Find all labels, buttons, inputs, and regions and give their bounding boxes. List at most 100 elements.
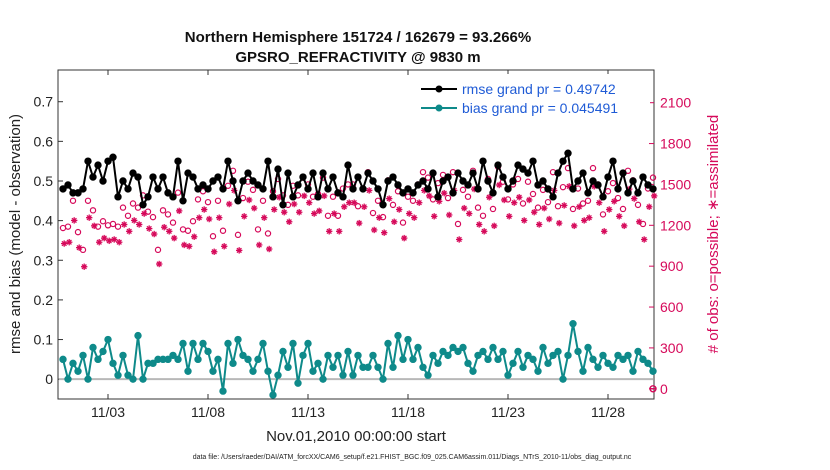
rmse-point bbox=[564, 149, 572, 157]
rmse-point bbox=[214, 173, 222, 181]
possible-obs-point bbox=[74, 228, 82, 236]
y2-tick-label: 2100 bbox=[660, 95, 691, 111]
y-tick-label: 0.3 bbox=[34, 252, 54, 268]
rmse-point bbox=[519, 165, 527, 173]
bias-point bbox=[439, 347, 447, 356]
assimilated-obs-point bbox=[521, 217, 528, 224]
bias-point bbox=[469, 367, 477, 375]
bias-point bbox=[444, 351, 452, 360]
assimilated-obs-point bbox=[341, 203, 348, 210]
bias-point bbox=[194, 355, 202, 364]
assimilated-obs-point bbox=[586, 214, 593, 221]
rmse-point bbox=[114, 193, 122, 201]
asterisk-stroke bbox=[266, 246, 272, 252]
asterisk-stroke bbox=[286, 219, 292, 225]
asterisk-stroke bbox=[466, 210, 472, 217]
asterisk-stroke bbox=[536, 221, 542, 228]
bias-point bbox=[334, 351, 342, 360]
rmse-point bbox=[514, 161, 522, 169]
rmse-point bbox=[269, 193, 277, 201]
possible-obs-point bbox=[519, 200, 527, 207]
bias-point bbox=[314, 359, 322, 368]
asterisk-stroke bbox=[101, 235, 107, 241]
asterisk-stroke bbox=[651, 193, 657, 199]
asterisk-stroke bbox=[206, 216, 212, 222]
rmse-point bbox=[369, 177, 377, 185]
bias-point bbox=[304, 339, 312, 348]
bias-point bbox=[124, 371, 132, 379]
asterisk-stroke bbox=[166, 228, 172, 235]
rmse-point bbox=[139, 201, 147, 209]
assimilated-obs-point bbox=[156, 260, 163, 268]
asterisk-stroke bbox=[276, 194, 282, 200]
bias-point bbox=[519, 363, 527, 371]
asterisk-stroke bbox=[446, 212, 452, 218]
bias-point bbox=[274, 371, 282, 379]
possible-obs-point bbox=[129, 200, 137, 207]
bias-point bbox=[509, 359, 517, 368]
asterisk-stroke bbox=[326, 228, 332, 235]
possible-obs-point bbox=[234, 231, 242, 239]
rmse-point bbox=[504, 185, 512, 193]
rmse-point bbox=[124, 185, 132, 193]
asterisk-stroke bbox=[281, 209, 287, 215]
possible-obs-point bbox=[374, 197, 382, 204]
x-tick-label: 11/28 bbox=[591, 404, 625, 420]
bias-point bbox=[549, 351, 557, 360]
asterisk-stroke bbox=[401, 235, 407, 241]
legend-rmse-marker bbox=[435, 85, 443, 93]
rmse-point bbox=[64, 181, 72, 189]
possible-obs-point bbox=[109, 220, 117, 228]
rmse-point bbox=[644, 181, 652, 189]
rmse-point bbox=[134, 173, 142, 181]
assimilated-obs-point bbox=[376, 214, 383, 221]
x-tick-label: 11/13 bbox=[291, 404, 325, 420]
chart-title: Northern Hemisphere 151724 / 162679 = 93… bbox=[185, 29, 531, 46]
bias-point bbox=[529, 355, 537, 364]
assimilated-obs-point bbox=[241, 213, 248, 220]
possible-obs-point bbox=[124, 212, 132, 219]
y2-tick-label: 0 bbox=[660, 381, 668, 397]
possible-obs-point bbox=[329, 193, 337, 200]
assimilated-obs-point bbox=[251, 204, 258, 212]
bias-point bbox=[199, 339, 207, 348]
rmse-point bbox=[229, 177, 237, 185]
asterisk-stroke bbox=[581, 217, 587, 224]
rmse-point bbox=[584, 189, 592, 197]
bias-point bbox=[644, 359, 652, 368]
bias-point bbox=[434, 359, 442, 368]
possible-obs-point bbox=[84, 197, 92, 204]
bias-point bbox=[64, 375, 72, 383]
asterisk-stroke bbox=[291, 201, 297, 207]
asterisk-stroke bbox=[91, 223, 97, 229]
bias-point bbox=[84, 375, 92, 383]
x-tick-label: 11/23 bbox=[491, 404, 525, 420]
rmse-point bbox=[159, 173, 167, 181]
bias-point bbox=[429, 351, 437, 360]
bias-point bbox=[579, 367, 587, 375]
asterisk-stroke bbox=[376, 214, 382, 221]
bias-point bbox=[609, 363, 617, 371]
assimilated-obs-point bbox=[101, 234, 108, 242]
assimilated-obs-point bbox=[606, 206, 613, 213]
x-tick-label: 11/08 bbox=[191, 404, 225, 420]
rmse-point bbox=[384, 177, 392, 185]
asterisk-stroke bbox=[256, 242, 262, 248]
rmse-point bbox=[474, 185, 482, 193]
assimilated-obs-point bbox=[431, 213, 438, 220]
asterisk-stroke bbox=[261, 214, 267, 221]
rmse-point bbox=[479, 157, 487, 165]
possible-obs-point bbox=[214, 197, 222, 204]
rmse-point bbox=[494, 161, 502, 169]
assimilated-obs-point bbox=[411, 214, 418, 221]
assimilated-obs-point bbox=[196, 214, 203, 221]
assimilated-obs-point bbox=[621, 222, 628, 230]
assimilated-obs-point bbox=[81, 263, 88, 270]
asterisk-stroke bbox=[366, 187, 372, 194]
assimilated-obs-point bbox=[466, 210, 473, 217]
bias-point bbox=[514, 347, 522, 356]
rmse-point bbox=[394, 181, 402, 189]
bias-point bbox=[354, 351, 362, 360]
rmse-point bbox=[179, 197, 187, 205]
assimilated-obs-point bbox=[141, 210, 148, 217]
